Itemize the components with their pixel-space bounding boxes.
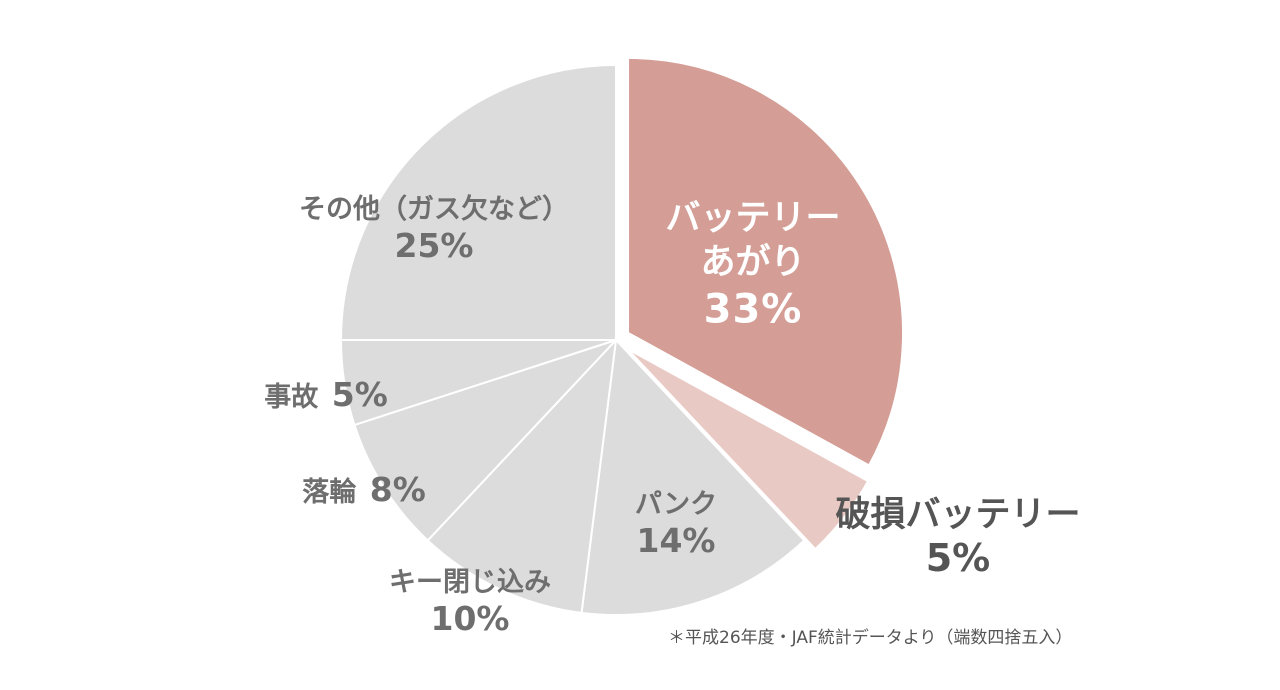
slice-battery-dead xyxy=(627,56,905,467)
label-broken-battery: 破損バッテリー 5% xyxy=(835,494,1080,582)
slice-broken-battery xyxy=(626,347,870,551)
label-other: その他（ガス欠など） 25% xyxy=(299,194,569,266)
label-key-lockin: キー閉じ込み 10% xyxy=(389,567,551,639)
label-battery-dead-name: バッテリー あがり xyxy=(665,198,841,282)
slice-key-lockin xyxy=(426,337,618,614)
label-other-value: 25% xyxy=(394,226,474,266)
label-flat-tire-name: パンク xyxy=(634,489,718,521)
label-accident-name: 事故 xyxy=(264,382,319,414)
label-key-lockin-name: キー閉じ込み xyxy=(389,567,551,599)
label-broken-battery-name: 破損バッテリー xyxy=(835,495,1081,536)
label-key-lockin-value: 10% xyxy=(430,599,510,639)
label-other-name: その他（ガス欠など） xyxy=(299,194,569,226)
slice-wheel-drop xyxy=(353,339,617,542)
label-wheel-drop-name: 落輪 xyxy=(302,477,357,509)
footnote: ＊平成26年度・JAF統計データより（端数四捨五入） xyxy=(668,628,1073,648)
label-wheel-drop: 落輪 8% xyxy=(302,470,426,510)
label-broken-battery-value: 5% xyxy=(925,536,991,581)
slice-flat-tire xyxy=(580,337,806,616)
slice-other xyxy=(339,63,617,341)
label-flat-tire: パンク 14% xyxy=(635,489,717,561)
label-accident: 事故 5% xyxy=(264,375,388,415)
label-accident-value: 5% xyxy=(331,375,388,415)
label-battery-dead-value: 33% xyxy=(703,285,803,332)
label-flat-tire-value: 14% xyxy=(636,521,716,561)
label-wheel-drop-value: 8% xyxy=(369,470,426,510)
label-battery-dead: バッテリー あがり 33% xyxy=(665,197,840,333)
